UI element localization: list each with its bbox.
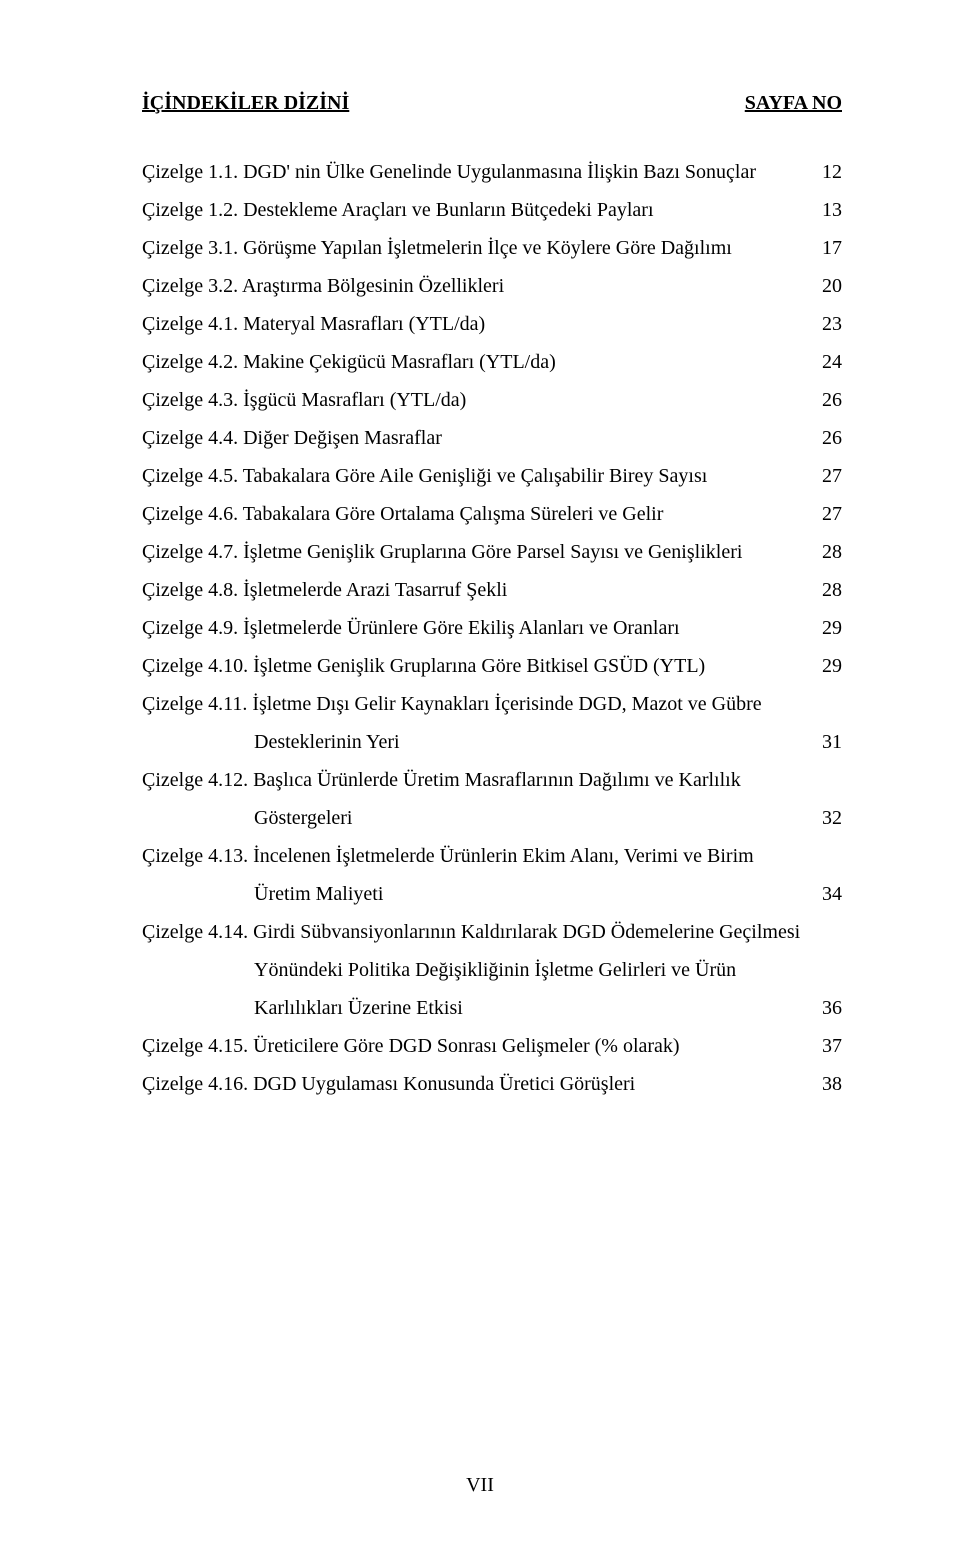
toc-entry-label: Çizelge 4.14. Girdi Sübvansiyonlarının K… [142, 913, 800, 951]
toc-entry-label: Çizelge 4.6. Tabakalara Göre Ortalama Ça… [142, 495, 663, 533]
toc-entry-label: Çizelge 4.3. İşgücü Masrafları (YTL/da) [142, 381, 466, 419]
toc-entry-label: Çizelge 4.12. Başlıca Ürünlerde Üretim M… [142, 761, 741, 799]
toc-entry-label: Çizelge 4.10. İşletme Genişlik Grupların… [142, 647, 705, 685]
toc-entry-page: 26 [822, 419, 842, 457]
toc-entry-label: Çizelge 4.5. Tabakalara Göre Aile Genişl… [142, 457, 707, 495]
toc-entry: Çizelge 4.11. İşletme Dışı Gelir Kaynakl… [142, 685, 842, 723]
toc-entry-label: Çizelge 4.16. DGD Uygulaması Konusunda Ü… [142, 1065, 635, 1103]
toc-entry-page: 34 [822, 875, 842, 913]
toc-entry-page: 13 [822, 191, 842, 229]
header-row: İÇİNDEKİLER DİZİNİ SAYFA NO [142, 92, 842, 115]
toc-entry: Çizelge 4.16. DGD Uygulaması Konusunda Ü… [142, 1065, 842, 1103]
toc-entry: Çizelge 4.13. İncelenen İşletmelerde Ürü… [142, 837, 842, 875]
toc-entry-continuation-label: Üretim Maliyeti [254, 875, 383, 913]
toc-entry: Çizelge 4.10. İşletme Genişlik Grupların… [142, 647, 842, 685]
toc-entry-label: Çizelge 4.13. İncelenen İşletmelerde Ürü… [142, 837, 754, 875]
toc-entry: Çizelge 4.9. İşletmelerde Ürünlere Göre … [142, 609, 842, 647]
toc-entry: Çizelge 4.8. İşletmelerde Arazi Tasarruf… [142, 571, 842, 609]
toc-entry-label: Çizelge 4.11. İşletme Dışı Gelir Kaynakl… [142, 685, 762, 723]
toc-entry-label: Çizelge 4.8. İşletmelerde Arazi Tasarruf… [142, 571, 507, 609]
toc-entry: Çizelge 1.2. Destekleme Araçları ve Bunl… [142, 191, 842, 229]
toc-entry: Çizelge 4.2. Makine Çekigücü Masrafları … [142, 343, 842, 381]
toc-entry-page: 26 [822, 381, 842, 419]
toc-entry-label: Çizelge 4.7. İşletme Genişlik Gruplarına… [142, 533, 742, 571]
toc-entry-page: 36 [822, 989, 842, 1027]
toc-entry-continuation-label: Göstergeleri [254, 799, 353, 837]
toc-entry: Çizelge 4.1. Materyal Masrafları (YTL/da… [142, 305, 842, 343]
toc-entry: Çizelge 4.4. Diğer Değişen Masraflar 26 [142, 419, 842, 457]
toc-entry-label: Çizelge 1.1. DGD' nin Ülke Genelinde Uyg… [142, 153, 756, 191]
toc-entry-label: Çizelge 4.4. Diğer Değişen Masraflar [142, 419, 442, 457]
toc-entry-page: 20 [822, 267, 842, 305]
toc-entry-page: 29 [822, 609, 842, 647]
toc-entry-page: 27 [822, 495, 842, 533]
toc-entry-continuation: Göstergeleri 32 [142, 799, 842, 837]
toc-entry-page: 28 [822, 571, 842, 609]
toc-entry-page: 37 [822, 1027, 842, 1065]
toc-entry-page: 29 [822, 647, 842, 685]
document-page: İÇİNDEKİLER DİZİNİ SAYFA NO Çizelge 1.1.… [0, 0, 960, 1557]
toc-entry: Çizelge 4.6. Tabakalara Göre Ortalama Ça… [142, 495, 842, 533]
toc-entry-label: Çizelge 1.2. Destekleme Araçları ve Bunl… [142, 191, 654, 229]
toc-entry-page: 32 [822, 799, 842, 837]
toc-entry-continuation: Karlılıkları Üzerine Etkisi 36 [142, 989, 842, 1027]
toc-entry-page: 31 [822, 723, 842, 761]
toc-entry: Çizelge 4.7. İşletme Genişlik Gruplarına… [142, 533, 842, 571]
page-number: VII [0, 1474, 960, 1497]
toc-entry: Çizelge 4.5. Tabakalara Göre Aile Genişl… [142, 457, 842, 495]
toc-entry-label: Çizelge 4.1. Materyal Masrafları (YTL/da… [142, 305, 485, 343]
toc-entry-label: Çizelge 3.2. Araştırma Bölgesinin Özelli… [142, 267, 504, 305]
toc-entry-continuation-label: Desteklerinin Yeri [254, 723, 400, 761]
toc-entry-page: 38 [822, 1065, 842, 1103]
toc-entry: Çizelge 3.1. Görüşme Yapılan İşletmeleri… [142, 229, 842, 267]
toc-entry-page: 28 [822, 533, 842, 571]
toc-entry-continuation: Üretim Maliyeti 34 [142, 875, 842, 913]
table-of-contents: Çizelge 1.1. DGD' nin Ülke Genelinde Uyg… [142, 153, 842, 1103]
toc-entry: Çizelge 4.14. Girdi Sübvansiyonlarının K… [142, 913, 842, 951]
toc-entry: Çizelge 4.15. Üreticilere Göre DGD Sonra… [142, 1027, 842, 1065]
header-title-left: İÇİNDEKİLER DİZİNİ [142, 92, 349, 115]
toc-entry-label: Çizelge 4.2. Makine Çekigücü Masrafları … [142, 343, 556, 381]
toc-entry-label: Çizelge 4.9. İşletmelerde Ürünlere Göre … [142, 609, 680, 647]
toc-entry-label: Çizelge 3.1. Görüşme Yapılan İşletmeleri… [142, 229, 732, 267]
header-title-right: SAYFA NO [745, 92, 842, 115]
toc-entry: Çizelge 4.3. İşgücü Masrafları (YTL/da) 2… [142, 381, 842, 419]
toc-entry-continuation: Desteklerinin Yeri 31 [142, 723, 842, 761]
toc-entry-page: 27 [822, 457, 842, 495]
toc-entry-page: 24 [822, 343, 842, 381]
toc-entry-page: 17 [822, 229, 842, 267]
toc-entry-page: 12 [822, 153, 842, 191]
toc-entry-page: 23 [822, 305, 842, 343]
toc-entry: Çizelge 3.2. Araştırma Bölgesinin Özelli… [142, 267, 842, 305]
toc-entry: Çizelge 4.12. Başlıca Ürünlerde Üretim M… [142, 761, 842, 799]
toc-entry: Çizelge 1.1. DGD' nin Ülke Genelinde Uyg… [142, 153, 842, 191]
toc-entry-continuation: Yönündeki Politika Değişikliğinin İşletm… [142, 951, 842, 989]
toc-entry-continuation-label: Karlılıkları Üzerine Etkisi [254, 989, 463, 1027]
toc-entry-label: Çizelge 4.15. Üreticilere Göre DGD Sonra… [142, 1027, 680, 1065]
